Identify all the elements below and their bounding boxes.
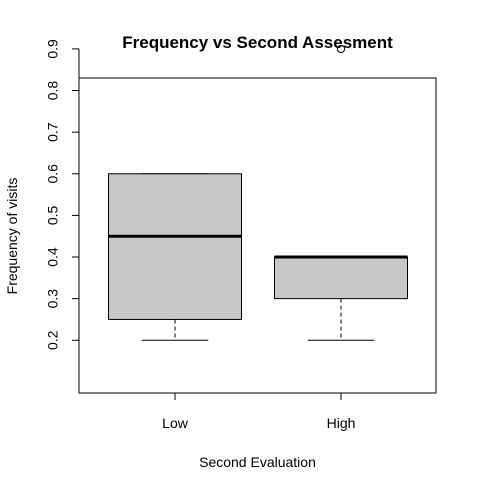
y-tick-label: 0.8	[45, 81, 61, 101]
x-axis: Low High	[162, 392, 356, 431]
y-axis: 0.2 0.3 0.4 0.5 0.6 0.7 0.8 0.9	[45, 39, 80, 350]
x-axis-label: Second Evaluation	[199, 454, 316, 470]
outlier-point	[336, 44, 346, 54]
y-tick-label: 0.4	[45, 247, 61, 267]
box-iqr	[108, 173, 242, 320]
y-tick-label: 0.9	[45, 39, 61, 59]
y-tick-label: 0.3	[45, 289, 61, 309]
x-tick-label: Low	[162, 415, 189, 431]
y-tick-label: 0.7	[45, 122, 61, 142]
box-low	[108, 173, 242, 341]
box-high	[274, 44, 408, 341]
boxes-layer	[108, 44, 408, 341]
y-tick-label: 0.5	[45, 205, 61, 225]
box-iqr	[274, 256, 408, 300]
y-tick-label: 0.2	[45, 330, 61, 350]
y-tick-label: 0.6	[45, 164, 61, 184]
x-tick-label: High	[327, 415, 356, 431]
y-axis-label: Frequency of visits	[4, 178, 20, 295]
chart-title: Frequency vs Second Assesment	[122, 33, 393, 52]
